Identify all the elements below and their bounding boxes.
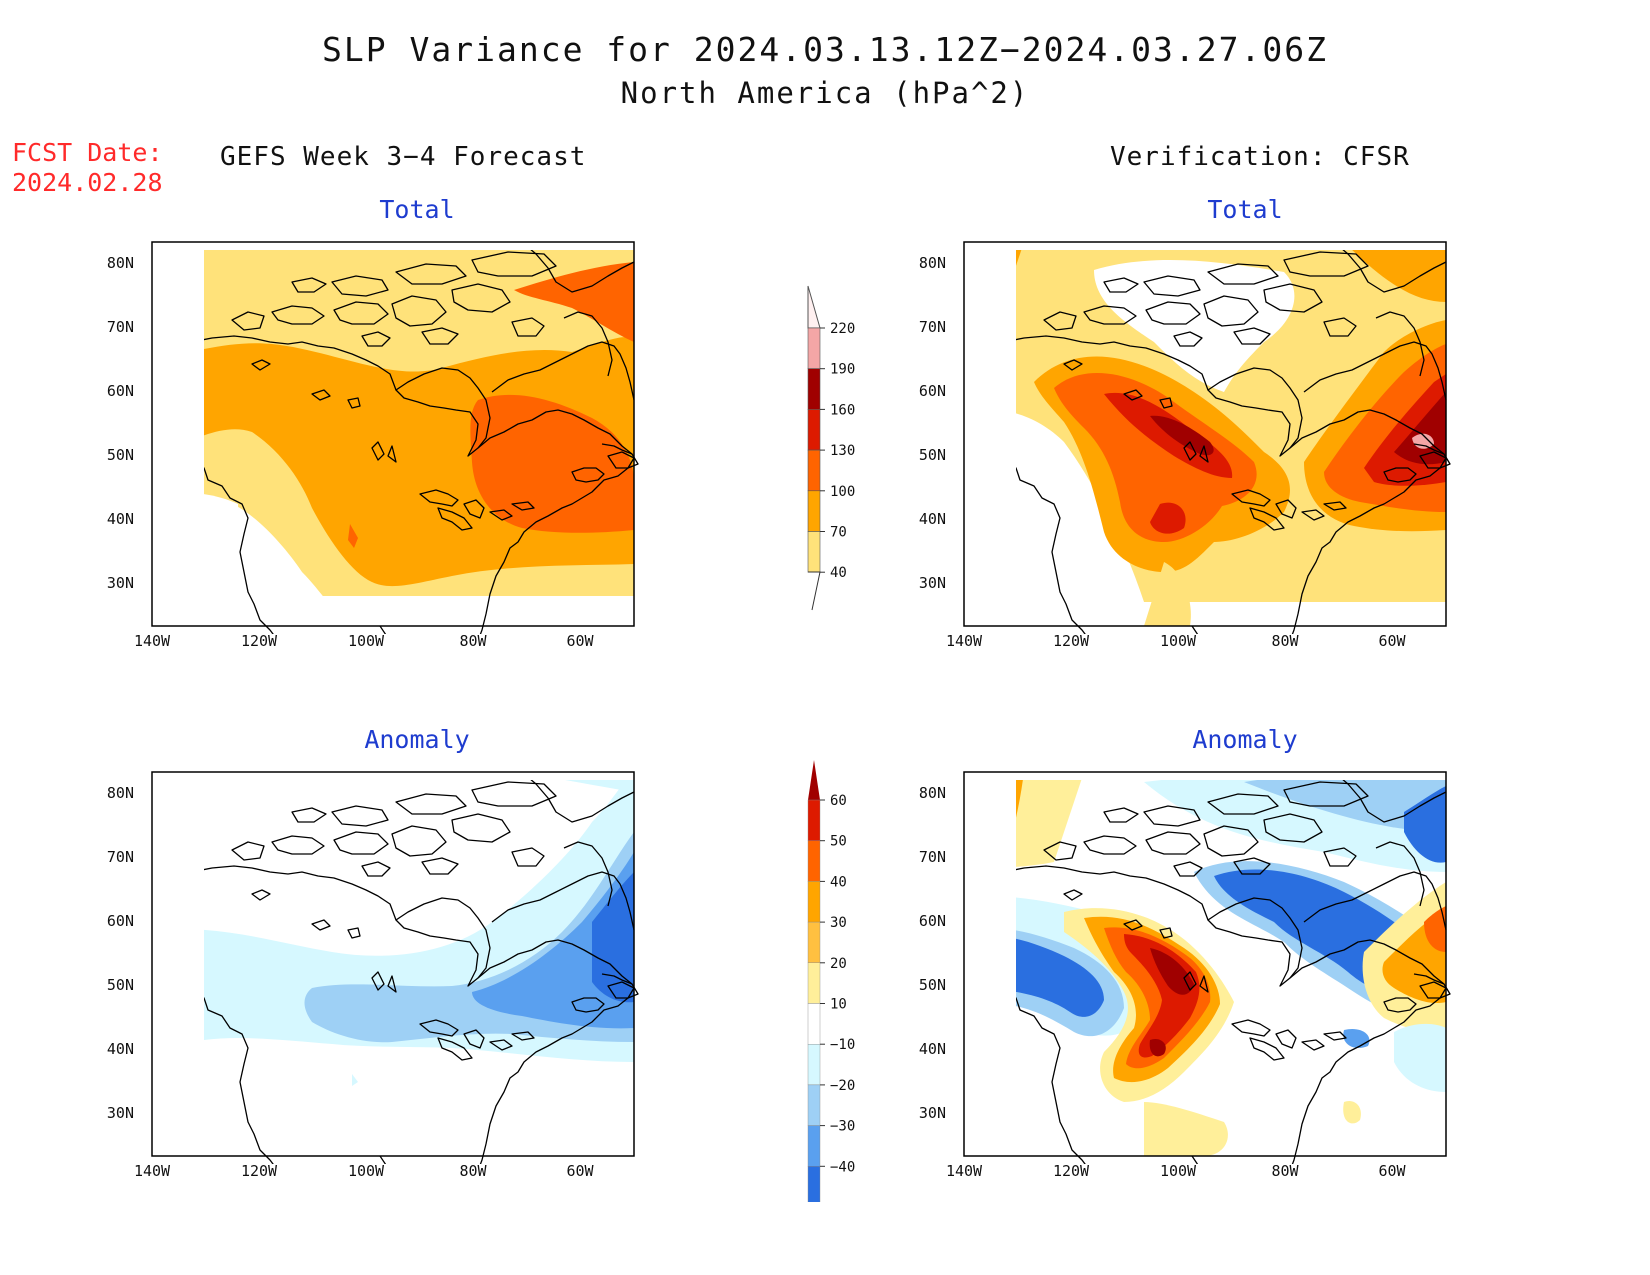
lon-tick-label: 60W bbox=[566, 1162, 594, 1180]
colorbar-total-cell bbox=[807, 368, 821, 410]
lat-tick-label: 70N bbox=[107, 848, 134, 866]
colorbar-total-cell bbox=[807, 327, 821, 370]
colorbar-anomaly-label: 30 bbox=[830, 915, 847, 931]
colorbar-total-label: 70 bbox=[830, 525, 847, 541]
verification-anomaly-axes: 80N 70N 60N 50N 40N 30N 140W 120W 100W 8… bbox=[919, 784, 1407, 1180]
colorbar-total-cell bbox=[807, 449, 821, 492]
verification-column-title: Verification: CFSR bbox=[1110, 142, 1410, 172]
lat-tick-label: 30N bbox=[919, 574, 946, 592]
colorbar-anomaly-cell bbox=[808, 760, 820, 800]
lon-tick-label: 80W bbox=[459, 1162, 487, 1180]
lat-tick-label: 50N bbox=[107, 446, 134, 464]
colorbar-anomaly-cell bbox=[807, 1125, 821, 1167]
lat-tick-label: 70N bbox=[919, 848, 946, 866]
lon-tick-label: 140W bbox=[946, 1162, 983, 1180]
lon-tick-label: 140W bbox=[946, 632, 983, 650]
lat-tick-label: 80N bbox=[107, 254, 134, 272]
colorbar-anomaly-cell bbox=[807, 799, 821, 841]
fcst-date-value: 2024.02.28 bbox=[12, 168, 163, 197]
colorbar-anomaly-label: −20 bbox=[830, 1078, 855, 1094]
lat-tick-label: 30N bbox=[107, 1104, 134, 1122]
forecast-total-title: Total bbox=[379, 195, 455, 224]
fcst-date-label: FCST Date: bbox=[12, 138, 163, 167]
colorbar-total-label: 220 bbox=[830, 321, 855, 337]
colorbar-anomaly-cell bbox=[807, 1166, 821, 1202]
lon-tick-label: 140W bbox=[134, 632, 171, 650]
main-title: SLP Variance for 2024.03.13.12Z−2024.03.… bbox=[322, 30, 1328, 69]
lat-tick-label: 80N bbox=[107, 784, 134, 802]
verification-total-axes: 80N 70N 60N 50N 40N 30N 140W 120W 100W 8… bbox=[919, 254, 1407, 650]
lon-tick-label: 100W bbox=[1160, 632, 1197, 650]
lat-tick-label: 40N bbox=[919, 1040, 946, 1058]
colorbar-total-label: 100 bbox=[830, 484, 855, 500]
lon-tick-label: 60W bbox=[566, 632, 594, 650]
lat-tick-label: 30N bbox=[919, 1104, 946, 1122]
forecast-anomaly-title: Anomaly bbox=[364, 725, 470, 754]
lat-tick-label: 50N bbox=[919, 446, 946, 464]
colorbar-anomaly-label: 20 bbox=[830, 956, 847, 972]
colorbar-anomaly-cell bbox=[807, 921, 821, 964]
lon-tick-label: 80W bbox=[1271, 1162, 1299, 1180]
colorbar-total-cell bbox=[807, 531, 821, 573]
lat-tick-label: 80N bbox=[919, 254, 946, 272]
lon-tick-label: 100W bbox=[348, 1162, 385, 1180]
forecast-anomaly-map: 80N 70N 60N 50N 40N 30N 140W 120W 100W 8… bbox=[107, 771, 639, 1180]
lat-tick-label: 60N bbox=[107, 912, 134, 930]
colorbar-anomaly-cell bbox=[807, 840, 821, 882]
lat-tick-label: 50N bbox=[919, 976, 946, 994]
colorbar-total-cell bbox=[807, 409, 821, 451]
colorbar-anomaly-label: 50 bbox=[830, 834, 847, 850]
lat-tick-label: 60N bbox=[107, 382, 134, 400]
colorbar-total-label: 130 bbox=[830, 443, 855, 459]
verification-total-map: 80N 70N 60N 50N 40N 30N 140W 120W 100W 8… bbox=[919, 241, 1451, 650]
colorbar-total: 220 190 160 130 100 70 40 bbox=[807, 285, 855, 611]
forecast-total-map: 80N 70N 60N 50N 40N 30N 140W 120W 100W 8… bbox=[107, 241, 639, 650]
lon-tick-label: 120W bbox=[241, 632, 278, 650]
colorbar-anomaly-label: −30 bbox=[830, 1119, 855, 1135]
lon-tick-label: 100W bbox=[348, 632, 385, 650]
colorbar-anomaly-cell bbox=[807, 962, 821, 1004]
lon-tick-label: 140W bbox=[134, 1162, 171, 1180]
forecast-anomaly-axes: 80N 70N 60N 50N 40N 30N 140W 120W 100W 8… bbox=[107, 784, 595, 1180]
lon-tick-label: 60W bbox=[1378, 1162, 1406, 1180]
colorbar-total-label: 160 bbox=[830, 402, 855, 418]
lat-tick-label: 60N bbox=[919, 912, 946, 930]
verification-total-title: Total bbox=[1207, 195, 1283, 224]
lat-tick-label: 40N bbox=[107, 510, 134, 528]
colorbar-anomaly-cell bbox=[807, 1003, 821, 1045]
colorbar-anomaly-cell bbox=[807, 1044, 821, 1086]
lat-tick-label: 60N bbox=[919, 382, 946, 400]
lat-tick-label: 40N bbox=[919, 510, 946, 528]
colorbar-anomaly-cell bbox=[807, 881, 821, 923]
colorbar-anomaly-label: 10 bbox=[830, 997, 847, 1013]
colorbar-anomaly-label: −10 bbox=[830, 1037, 855, 1053]
lon-tick-label: 80W bbox=[1271, 632, 1299, 650]
lon-tick-label: 120W bbox=[241, 1162, 278, 1180]
colorbar-anomaly-cell bbox=[807, 1084, 821, 1126]
lat-tick-label: 30N bbox=[107, 574, 134, 592]
forecast-column-title: GEFS Week 3−4 Forecast bbox=[220, 142, 587, 172]
lon-tick-label: 60W bbox=[1378, 632, 1406, 650]
lon-tick-label: 120W bbox=[1053, 632, 1090, 650]
lat-tick-label: 70N bbox=[919, 318, 946, 336]
colorbar-total-label: 190 bbox=[830, 362, 855, 378]
colorbar-total-label: 40 bbox=[830, 565, 847, 581]
lat-tick-label: 80N bbox=[919, 784, 946, 802]
main-subtitle: North America (hPa^2) bbox=[620, 76, 1030, 110]
verification-anomaly-map: 80N 70N 60N 50N 40N 30N 140W 120W 100W 8… bbox=[919, 771, 1451, 1180]
lat-tick-label: 50N bbox=[107, 976, 134, 994]
colorbar-anomaly-label: −40 bbox=[830, 1159, 855, 1175]
colorbar-anomaly: 60 50 40 30 20 10 −10 −20 −30 −40 bbox=[807, 760, 855, 1202]
lon-tick-label: 120W bbox=[1053, 1162, 1090, 1180]
colorbar-total-cell bbox=[807, 490, 821, 532]
lon-tick-label: 100W bbox=[1160, 1162, 1197, 1180]
lat-tick-label: 40N bbox=[107, 1040, 134, 1058]
colorbar-anomaly-label: 60 bbox=[830, 793, 847, 809]
forecast-total-axes: 80N 70N 60N 50N 40N 30N 140W 120W 100W 8… bbox=[107, 254, 595, 650]
colorbar-anomaly-label: 40 bbox=[830, 874, 847, 890]
lat-tick-label: 70N bbox=[107, 318, 134, 336]
lon-tick-label: 80W bbox=[459, 632, 487, 650]
verification-anomaly-title: Anomaly bbox=[1192, 725, 1298, 754]
